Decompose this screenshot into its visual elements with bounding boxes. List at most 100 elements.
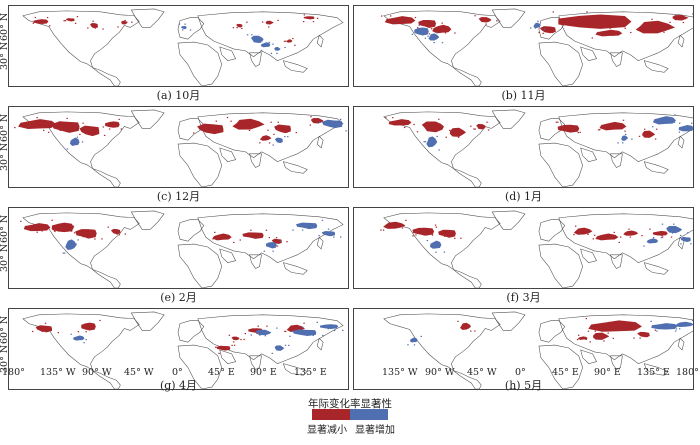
increase-patch-speckle bbox=[327, 228, 330, 230]
decrease-patch-speckle bbox=[460, 237, 462, 239]
xtick-left-5: 45° E bbox=[208, 367, 235, 378]
decrease-patch-6 bbox=[652, 230, 668, 236]
increase-patch-speckle bbox=[674, 114, 676, 116]
map-panel-b bbox=[353, 5, 694, 87]
decrease-patch-speckle bbox=[594, 330, 596, 332]
decrease-patch-speckle bbox=[473, 128, 475, 130]
increase-patch-speckle bbox=[77, 239, 79, 241]
decrease-patch-speckle bbox=[303, 14, 306, 16]
decrease-patch-speckle bbox=[381, 15, 383, 17]
decrease-patch-speckle bbox=[74, 22, 77, 24]
decrease-patch-speckle bbox=[663, 31, 665, 33]
decrease-patch-speckle bbox=[613, 231, 616, 233]
decrease-patch-speckle bbox=[392, 117, 394, 119]
decrease-patch-speckle bbox=[31, 330, 34, 333]
legend-swatch-decrease bbox=[312, 409, 350, 420]
coastline-3 bbox=[538, 17, 566, 40]
decrease-patch-speckle bbox=[285, 40, 287, 42]
decrease-patch-0 bbox=[388, 119, 412, 126]
decrease-patch-speckle bbox=[538, 31, 540, 34]
decrease-patch-speckle bbox=[244, 333, 247, 335]
decrease-patch-speckle bbox=[620, 236, 622, 238]
decrease-patch-speckle bbox=[70, 230, 73, 232]
ylabel-60n-a: 60° N bbox=[0, 12, 10, 41]
increase-patch-speckle bbox=[292, 229, 294, 231]
increase-patch-speckle bbox=[690, 243, 692, 245]
coastlines bbox=[22, 210, 344, 288]
increase-patch-speckle bbox=[284, 344, 287, 346]
decrease-patch-speckle bbox=[438, 118, 440, 120]
decrease-patch-speckle bbox=[232, 27, 235, 29]
decrease-patch-speckle bbox=[611, 34, 614, 36]
coastline-1 bbox=[491, 8, 526, 28]
increase-patch-speckle bbox=[70, 333, 72, 335]
increase-patch-speckle bbox=[423, 141, 425, 143]
coastline-9 bbox=[677, 337, 685, 351]
decrease-patch-0 bbox=[33, 19, 49, 24]
coastline-2 bbox=[453, 269, 482, 288]
decrease-patch-speckle bbox=[633, 337, 635, 339]
increase-patch-speckle bbox=[66, 148, 69, 150]
increase-patch-2 bbox=[409, 337, 418, 343]
decrease-patch-speckle bbox=[87, 27, 89, 29]
increase-patch-2 bbox=[265, 242, 277, 249]
decrease-patch-speckle bbox=[302, 21, 305, 23]
decrease-patch-speckle bbox=[669, 21, 671, 23]
coastline-5 bbox=[197, 112, 344, 162]
coastline-3 bbox=[538, 118, 566, 141]
increase-patch-2 bbox=[678, 125, 693, 132]
decrease-patch-speckle bbox=[108, 128, 111, 130]
increase-patch-speckle bbox=[288, 344, 290, 346]
increase-patch-speckle bbox=[687, 232, 689, 234]
increase-patch-3 bbox=[621, 135, 629, 141]
decrease-patch-speckle bbox=[85, 331, 87, 333]
coastline-8 bbox=[282, 161, 308, 174]
decrease-patch-5 bbox=[623, 230, 639, 236]
increase-patch-speckle bbox=[184, 23, 186, 25]
increase-patch-speckle bbox=[625, 133, 627, 135]
decrease-patch-6 bbox=[595, 29, 623, 37]
coastline-7 bbox=[610, 254, 623, 269]
decrease-patch-3 bbox=[110, 228, 121, 235]
decrease-patch-speckle bbox=[443, 235, 446, 237]
decrease-patch-speckle bbox=[260, 236, 262, 238]
decrease-patch-speckle bbox=[120, 128, 123, 130]
increase-patch-speckle bbox=[259, 41, 262, 43]
decrease-patch-speckle bbox=[586, 11, 588, 13]
decrease-patch-5 bbox=[242, 232, 264, 239]
decrease-patch-speckle bbox=[457, 136, 460, 138]
decrease-patch-speckle bbox=[71, 129, 74, 132]
decrease-patch-speckle bbox=[555, 121, 558, 123]
coastline-7 bbox=[610, 153, 623, 168]
increase-patch-speckle bbox=[650, 320, 652, 322]
increase-patch-speckle bbox=[671, 232, 674, 234]
decrease-patch-speckle bbox=[587, 330, 590, 332]
decrease-patch-speckle bbox=[276, 245, 279, 247]
coastline-9 bbox=[677, 34, 685, 48]
decrease-patch-speckle bbox=[236, 27, 238, 29]
increase-patch-speckle bbox=[308, 227, 311, 229]
increase-patch-2 bbox=[292, 329, 317, 337]
decrease-patch-1 bbox=[421, 121, 444, 133]
decrease-patch-speckle bbox=[661, 236, 664, 238]
decrease-patch-speckle bbox=[576, 338, 579, 341]
decrease-patch-speckle bbox=[233, 344, 236, 346]
increase-patch-speckle bbox=[420, 335, 422, 337]
decrease-patch-2 bbox=[216, 345, 231, 351]
increase-patch-0 bbox=[426, 136, 438, 148]
decrease-patch-speckle bbox=[404, 19, 407, 21]
decrease-patch-speckle bbox=[628, 329, 631, 331]
increase-patch-speckle bbox=[672, 325, 675, 327]
decrease-patch-7 bbox=[286, 39, 293, 43]
decrease-patch-speckle bbox=[286, 241, 288, 243]
decrease-patch-speckle bbox=[124, 19, 126, 22]
coastline-1 bbox=[130, 8, 165, 28]
increase-patch-speckle bbox=[631, 138, 633, 140]
increase-patch-speckle bbox=[673, 223, 675, 225]
decrease-patch-speckle bbox=[246, 21, 248, 23]
coastline-5 bbox=[197, 314, 344, 364]
decrease-patch-speckle bbox=[76, 16, 79, 18]
increase-patch-speckle bbox=[411, 340, 414, 342]
decrease-patch-speckle bbox=[454, 32, 456, 34]
coastline-2 bbox=[453, 67, 482, 86]
